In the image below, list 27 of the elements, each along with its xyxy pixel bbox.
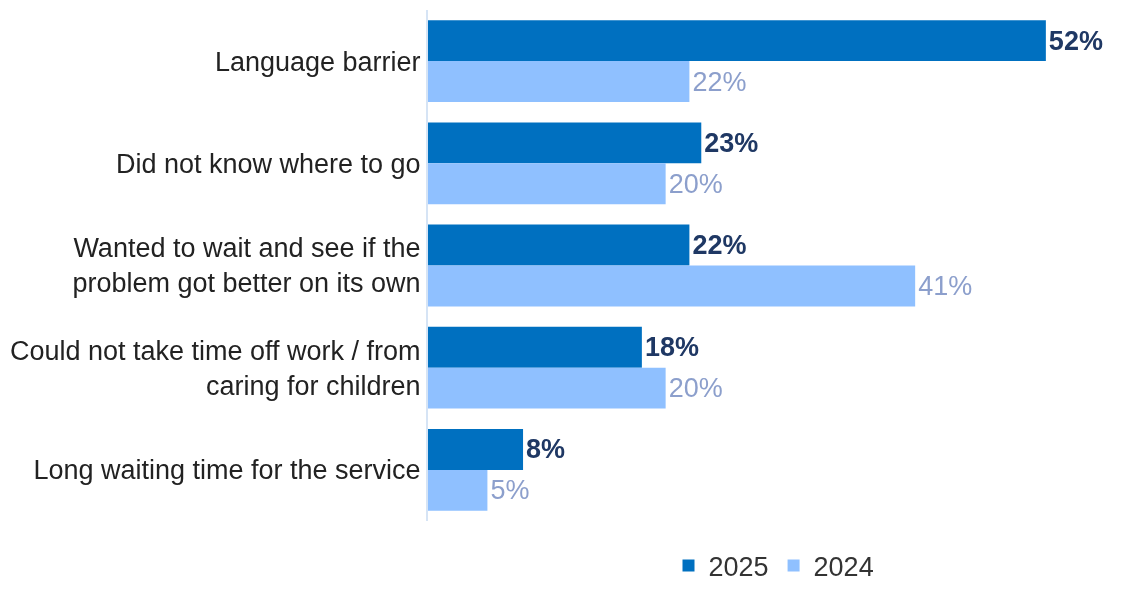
legend-label: 2024 bbox=[813, 552, 874, 583]
bar bbox=[428, 265, 916, 307]
bar bbox=[428, 61, 690, 102]
data-label: 22% bbox=[692, 230, 747, 261]
y-tick-label: Long waiting time for the service bbox=[33, 455, 421, 486]
bar bbox=[428, 326, 642, 368]
data-label: 20% bbox=[668, 168, 723, 199]
data-label: 23% bbox=[704, 127, 759, 158]
y-tick-label: Language barrier bbox=[214, 46, 421, 77]
data-label: 22% bbox=[692, 66, 747, 97]
y-tick-label: Wanted to wait and see if the problem got better on its own bbox=[72, 233, 421, 299]
y-tick-label: Did not know where to go bbox=[115, 148, 421, 179]
data-label: 5% bbox=[490, 475, 530, 506]
bar bbox=[428, 429, 524, 470]
data-label: 8% bbox=[526, 434, 566, 465]
bar bbox=[428, 20, 1046, 62]
bar bbox=[428, 122, 702, 164]
bar bbox=[428, 469, 488, 511]
data-label: 20% bbox=[668, 373, 723, 404]
data-label: 52% bbox=[1048, 25, 1103, 56]
data-label: 18% bbox=[644, 332, 699, 363]
bar bbox=[428, 163, 666, 205]
data-label: 41% bbox=[918, 270, 973, 301]
bar bbox=[428, 224, 690, 266]
legend-label: 2025 bbox=[708, 552, 769, 583]
y-tick-label: Could not take time off work / from caring for children bbox=[9, 335, 421, 401]
bar bbox=[428, 367, 666, 409]
